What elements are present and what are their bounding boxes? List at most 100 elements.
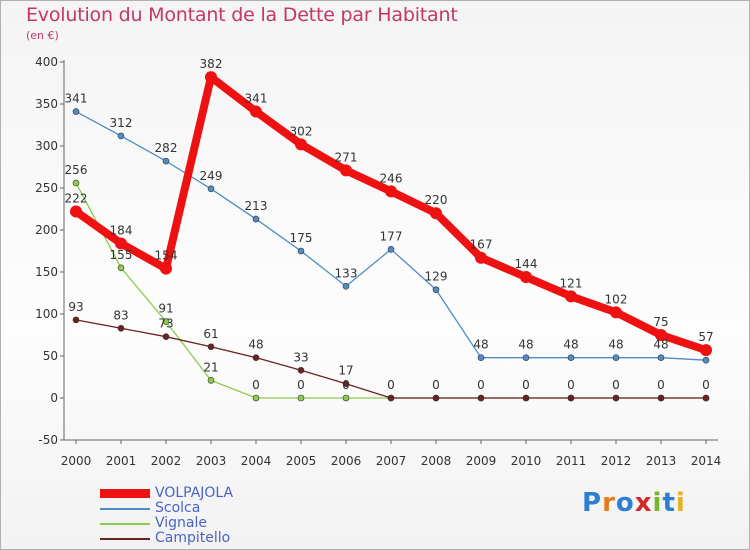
data-point bbox=[702, 356, 710, 364]
proxiti-logo: Proxiti bbox=[582, 488, 686, 518]
y-tick-label: -50 bbox=[38, 433, 58, 447]
chart-title: Evolution du Montant de la Dette par Hab… bbox=[26, 4, 458, 26]
x-tick-label: 2005 bbox=[286, 454, 317, 468]
data-point bbox=[475, 251, 487, 264]
x-tick-label: 2013 bbox=[646, 454, 677, 468]
data-label: 21 bbox=[203, 360, 218, 374]
data-label: 17 bbox=[338, 364, 353, 378]
data-label: 220 bbox=[425, 193, 448, 207]
data-label: 83 bbox=[113, 308, 128, 322]
data-label: 48 bbox=[473, 338, 488, 352]
x-tick-label: 2007 bbox=[376, 454, 407, 468]
data-point bbox=[567, 354, 575, 361]
y-tick-label: 250 bbox=[35, 181, 58, 195]
legend-label: Campitello bbox=[155, 530, 231, 546]
data-point bbox=[342, 282, 350, 290]
data-label: 48 bbox=[248, 338, 263, 352]
data-label: 0 bbox=[297, 378, 305, 392]
data-point bbox=[522, 354, 530, 361]
data-label: 0 bbox=[432, 378, 440, 392]
series-line-vignale bbox=[75, 182, 707, 399]
data-point bbox=[520, 271, 532, 284]
data-label: 246 bbox=[380, 171, 403, 185]
x-tick-label: 2000 bbox=[61, 454, 92, 468]
data-label: 102 bbox=[605, 292, 628, 306]
x-tick-label: 2012 bbox=[601, 454, 632, 468]
data-label: 341 bbox=[65, 92, 88, 106]
data-point bbox=[657, 354, 665, 361]
y-tick-label: 150 bbox=[35, 265, 58, 279]
chart-subtitle: (en €) bbox=[26, 29, 59, 42]
y-tick-label: 350 bbox=[35, 97, 58, 111]
data-label: 73 bbox=[158, 317, 173, 331]
data-point bbox=[387, 246, 395, 253]
x-tick-label: 2010 bbox=[511, 454, 542, 468]
data-label: 33 bbox=[293, 350, 308, 364]
data-label: 144 bbox=[515, 257, 538, 271]
data-label: 0 bbox=[657, 378, 665, 392]
data-label: 184 bbox=[110, 223, 133, 237]
data-label: 0 bbox=[252, 378, 260, 392]
data-point bbox=[432, 286, 440, 293]
data-point bbox=[115, 237, 127, 250]
data-point bbox=[250, 105, 262, 118]
data-point bbox=[70, 205, 82, 218]
x-tick-label: 2003 bbox=[196, 454, 227, 468]
data-label: 154 bbox=[155, 249, 178, 263]
data-label: 91 bbox=[158, 302, 173, 316]
data-point bbox=[342, 394, 350, 402]
data-point bbox=[117, 264, 125, 272]
data-point bbox=[387, 394, 395, 402]
data-point bbox=[117, 132, 125, 140]
data-point bbox=[252, 215, 260, 223]
data-label: 167 bbox=[470, 238, 493, 252]
data-point bbox=[522, 394, 530, 402]
data-label: 282 bbox=[155, 141, 178, 155]
x-tick-label: 2004 bbox=[241, 454, 272, 468]
data-label: 0 bbox=[612, 378, 620, 392]
x-tick-label: 2014 bbox=[691, 454, 722, 468]
data-point bbox=[162, 318, 170, 325]
data-point bbox=[72, 179, 80, 187]
data-point bbox=[207, 377, 215, 384]
data-label: 48 bbox=[518, 338, 533, 352]
data-point bbox=[160, 262, 172, 275]
data-label: 249 bbox=[200, 169, 223, 183]
x-tick-label: 2008 bbox=[421, 454, 452, 468]
data-label: 175 bbox=[290, 231, 313, 245]
data-label: 0 bbox=[522, 378, 530, 392]
data-point bbox=[612, 354, 620, 361]
legend-label: Scolca bbox=[155, 500, 201, 516]
data-point bbox=[297, 366, 305, 374]
data-label: 133 bbox=[335, 266, 358, 280]
data-label: 48 bbox=[653, 338, 668, 352]
data-label: 93 bbox=[68, 300, 83, 314]
legend-swatch bbox=[100, 489, 150, 498]
data-label: 341 bbox=[245, 92, 268, 106]
data-point bbox=[340, 164, 352, 177]
data-point bbox=[252, 354, 260, 361]
x-tick-label: 2006 bbox=[331, 454, 362, 468]
data-point bbox=[205, 71, 217, 84]
data-point bbox=[207, 343, 215, 351]
data-point bbox=[565, 290, 577, 303]
data-label: 0 bbox=[342, 378, 350, 392]
data-label: 222 bbox=[65, 192, 88, 206]
data-point bbox=[207, 185, 215, 193]
data-point bbox=[162, 157, 170, 165]
x-tick-label: 2001 bbox=[106, 454, 137, 468]
data-label: 0 bbox=[477, 378, 485, 392]
legend-swatch bbox=[100, 523, 150, 525]
data-label: 0 bbox=[387, 378, 395, 392]
data-label: 0 bbox=[702, 378, 710, 392]
data-label: 0 bbox=[567, 378, 575, 392]
data-point bbox=[72, 316, 80, 324]
y-tick-label: 300 bbox=[35, 139, 58, 153]
data-point bbox=[72, 108, 80, 115]
data-point bbox=[385, 185, 397, 198]
data-label: 382 bbox=[200, 57, 223, 71]
data-point bbox=[702, 394, 710, 402]
data-point bbox=[657, 394, 665, 402]
